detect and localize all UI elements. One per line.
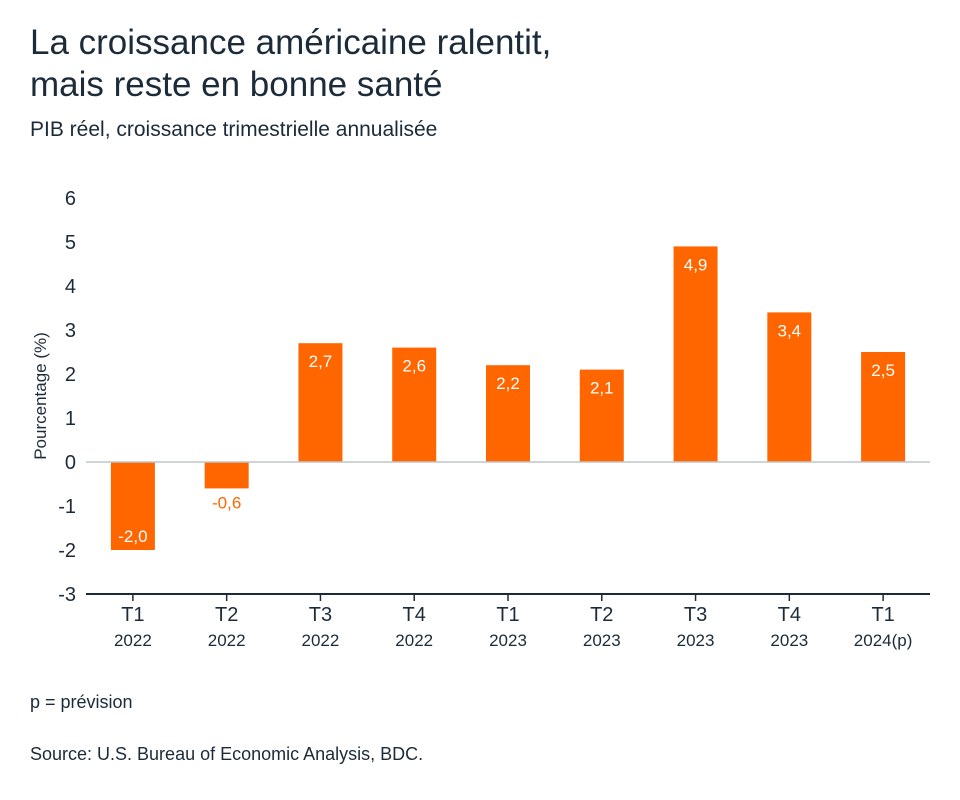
- y-tick-label: -2: [58, 540, 76, 562]
- forecast-note: p = prévision: [30, 692, 133, 712]
- bar: [767, 312, 812, 462]
- y-tick-label: -3: [58, 584, 76, 606]
- x-tick-label-quarter: T1: [871, 604, 894, 626]
- y-tick-label: 3: [65, 320, 76, 342]
- y-tick-label: -1: [58, 496, 76, 518]
- chart-title: La croissance américaine ralentit, mais …: [30, 22, 930, 106]
- x-tick-label-year: 2023: [489, 631, 527, 650]
- bar: [298, 343, 343, 462]
- bar: [673, 246, 718, 462]
- data-label: 2,7: [309, 352, 333, 371]
- bar: [861, 352, 906, 462]
- data-label: -0,6: [212, 493, 241, 512]
- data-label: -2,0: [118, 527, 147, 546]
- data-label: 2,1: [590, 379, 614, 398]
- chart-title-line-2: mais reste en bonne santé: [30, 65, 443, 104]
- y-axis-label: Pourcentage (%): [31, 332, 50, 460]
- y-tick-label: 4: [65, 276, 76, 298]
- x-tick-label-quarter: T4: [778, 604, 801, 626]
- x-tick-label-year: 2022: [302, 631, 340, 650]
- x-tick-label-quarter: T3: [309, 604, 332, 626]
- data-label: 2,6: [402, 357, 426, 376]
- data-label: 2,5: [871, 361, 895, 380]
- y-tick-label: 6: [65, 188, 76, 210]
- x-tick-label-year: 2022: [208, 631, 246, 650]
- x-tick-label-year: 2022: [395, 631, 433, 650]
- data-label: 2,2: [496, 374, 520, 393]
- data-label: 3,4: [778, 321, 802, 340]
- chart-subtitle: PIB réel, croissance trimestrielle annua…: [30, 118, 438, 141]
- x-tick-label-quarter: T4: [403, 604, 426, 626]
- y-tick-label: 2: [65, 364, 76, 386]
- bar: [204, 462, 249, 489]
- bar: [486, 365, 530, 462]
- data-label: 4,9: [684, 255, 708, 274]
- x-tick-label-year: 2023: [770, 631, 808, 650]
- x-tick-label-year: 2024(p): [854, 631, 913, 650]
- x-tick-label-year: 2022: [114, 631, 152, 650]
- y-tick-label: 5: [65, 232, 76, 254]
- x-tick-label-quarter: T1: [121, 604, 144, 626]
- source-note: Source: U.S. Bureau of Economic Analysis…: [30, 744, 424, 764]
- x-tick-label-quarter: T2: [215, 604, 238, 626]
- bar: [110, 462, 155, 550]
- x-tick-label-year: 2023: [583, 631, 621, 650]
- chart-title-line-1: La croissance américaine ralentit,: [30, 23, 552, 62]
- y-tick-label: 0: [65, 452, 76, 474]
- x-tick-label-quarter: T1: [496, 604, 519, 626]
- bar: [392, 347, 437, 462]
- y-tick-label: 1: [65, 408, 76, 430]
- x-tick-label-year: 2023: [677, 631, 715, 650]
- bar: [579, 369, 624, 462]
- x-tick-label-quarter: T3: [684, 604, 707, 626]
- x-tick-label-quarter: T2: [590, 604, 613, 626]
